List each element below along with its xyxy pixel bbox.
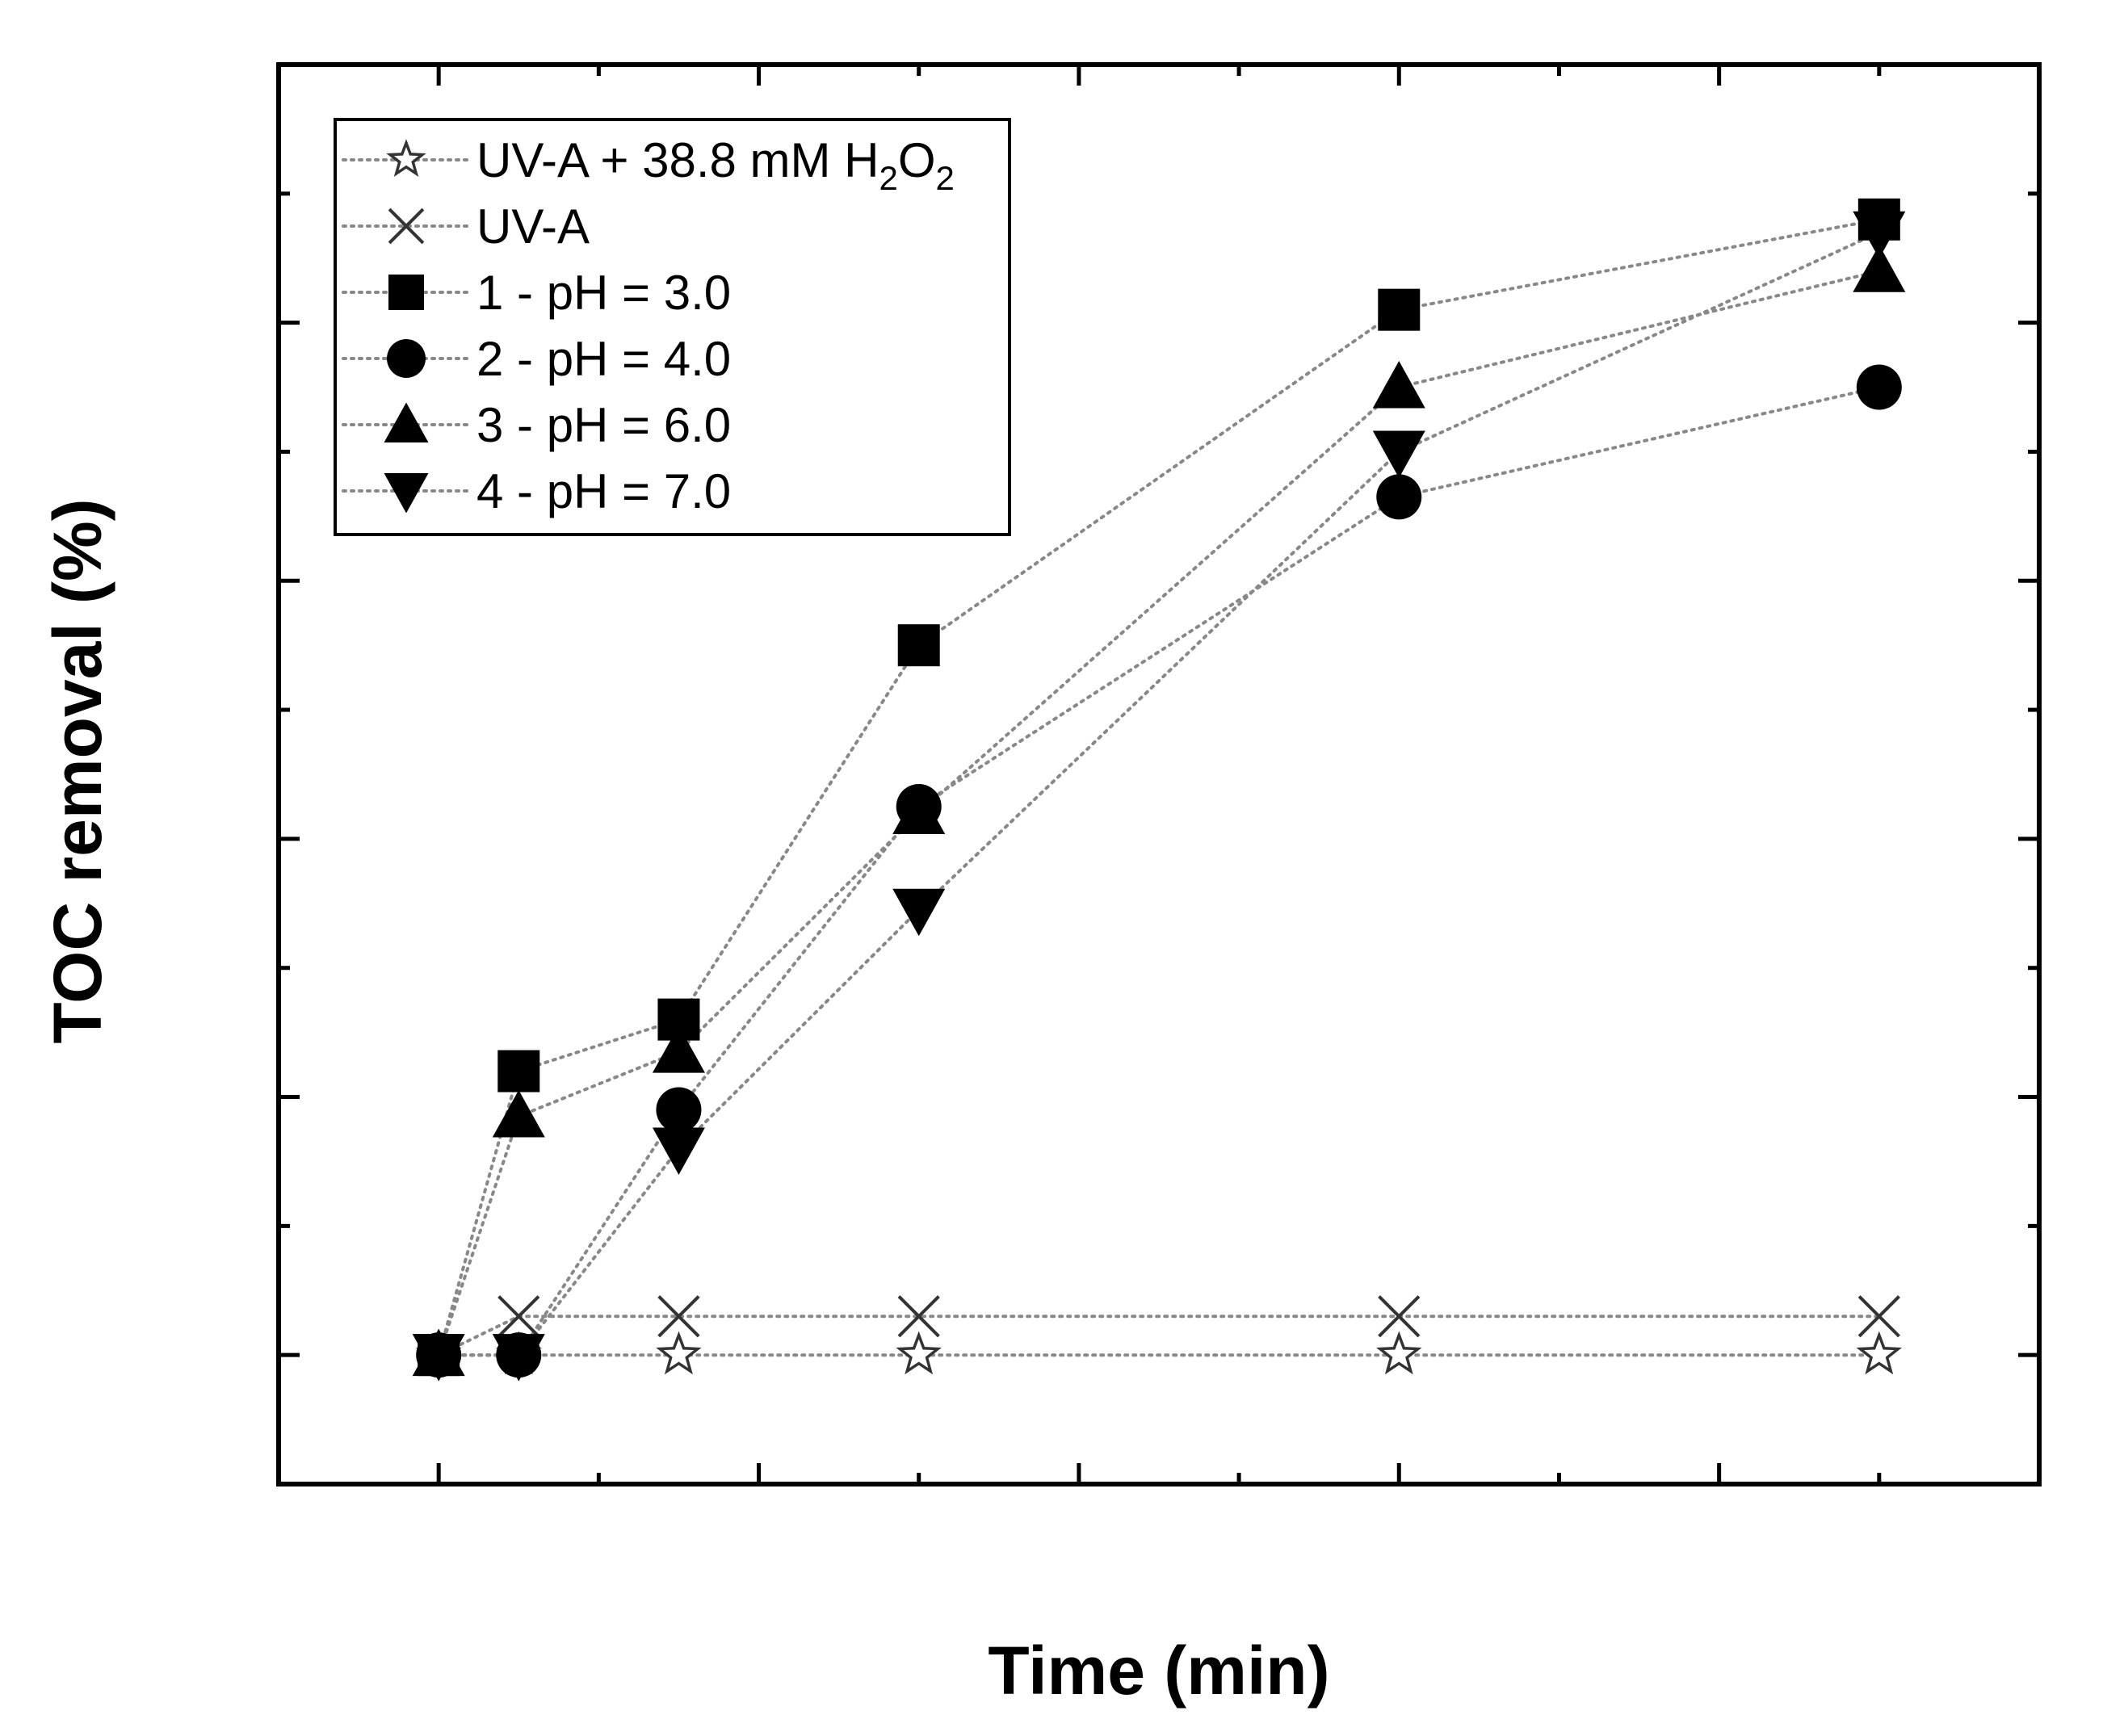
legend-item: 2 - pH = 4.0 [342,332,731,386]
data-point-x [1378,1295,1421,1338]
legend-label-subscript: 2 [879,159,898,197]
data-point-x [897,1295,940,1338]
legend-marker-square [388,275,424,310]
series-markers-star [415,1331,1903,1375]
data-point-x [657,1295,700,1338]
series-markers-x [418,1295,1900,1377]
data-point-triangle-up [1372,361,1425,409]
legend-label: 1 - pH = 3.0 [476,266,731,320]
data-point-triangle-down [492,1334,545,1382]
plot-frame [276,62,2042,1487]
axes-layer [276,62,2042,1487]
series-line-triangle-up [437,269,1881,1357]
data-point-triangle-up [492,1090,545,1138]
legend-marker-circle [387,339,426,378]
data-point-triangle-down [652,1127,705,1175]
legend-label: 4 - pH = 7.0 [476,464,731,518]
data-point-star [1856,1331,1903,1375]
legend-box [334,118,1011,536]
legend-item: 4 - pH = 7.0 [342,464,731,518]
data-point-triangle-up [652,1025,705,1073]
data-point-square [897,624,940,667]
series-triangle-up [437,269,1881,1357]
series-markers-triangle-down [412,211,1906,1382]
legend-marker-star [386,139,426,177]
legend-item: 3 - pH = 6.0 [342,398,731,452]
data-point-triangle-up [1853,245,1906,292]
legend-label-part: O [898,133,936,187]
legend-label-subscript: 2 [936,159,955,197]
data-point-triangle-down [412,1334,465,1382]
data-point-x [1857,1295,1900,1338]
series-x [437,1315,1881,1357]
legend-item: UV-A [342,199,590,254]
data-point-triangle-down [1372,430,1425,478]
legend-label: 3 - pH = 6.0 [476,398,731,452]
legend-label: 2 - pH = 4.0 [476,332,731,386]
legend-label: UV-A [476,199,590,254]
data-point-triangle-up [892,786,946,834]
legend-marker-x [388,208,425,245]
legend-item: UV-A + 38.8 mM H2O2 [342,133,955,197]
legend-label-part: UV-A + 38.8 mM H [476,133,879,187]
legend-item: 1 - pH = 3.0 [342,266,731,320]
x-axis-title: Time (min) [988,1633,1329,1709]
legend-marker-triangle-down [384,473,429,514]
legend-label: UV-A + 38.8 mM H2O2 [476,133,955,197]
data-point-circle [656,1087,702,1133]
data-point-circle [1856,364,1902,410]
data-point-square [1378,288,1421,331]
data-point-star [1376,1331,1422,1375]
data-point-triangle-down [892,888,946,937]
data-point-star [896,1331,942,1375]
legend-marker-triangle-up [384,402,429,442]
series-markers-triangle-up [412,245,1906,1377]
data-point-x [497,1295,540,1338]
series-layer [412,198,1906,1382]
series-line-x [437,1315,1881,1357]
y-axis-title: TOC removal (%) [40,498,115,1043]
data-point-square [497,1050,540,1092]
data-point-circle [1376,474,1422,520]
data-point-triangle-down [1853,211,1906,259]
data-point-star [656,1331,702,1375]
